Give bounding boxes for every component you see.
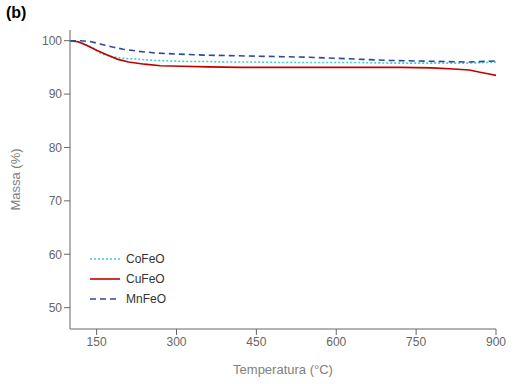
svg-text:80: 80 xyxy=(49,141,63,155)
svg-text:150: 150 xyxy=(87,335,107,349)
svg-text:300: 300 xyxy=(166,335,186,349)
svg-text:90: 90 xyxy=(49,87,63,101)
svg-text:100: 100 xyxy=(42,34,62,48)
svg-text:Massa (%): Massa (%) xyxy=(8,148,23,210)
svg-text:900: 900 xyxy=(486,335,506,349)
svg-text:70: 70 xyxy=(49,194,63,208)
html-text:(b): (b) xyxy=(6,4,27,21)
html-text:CuFeO: CuFeO xyxy=(126,272,165,286)
html-text:CoFeO: CoFeO xyxy=(126,252,165,266)
svg-text:50: 50 xyxy=(49,301,63,315)
svg-text:450: 450 xyxy=(246,335,266,349)
svg-text:600: 600 xyxy=(326,335,346,349)
svg-text:750: 750 xyxy=(406,335,426,349)
svg-text:60: 60 xyxy=(49,248,63,262)
svg-text:Temperatura (°C): Temperatura (°C) xyxy=(233,362,333,377)
html-text:MnFeO: MnFeO xyxy=(126,292,166,306)
